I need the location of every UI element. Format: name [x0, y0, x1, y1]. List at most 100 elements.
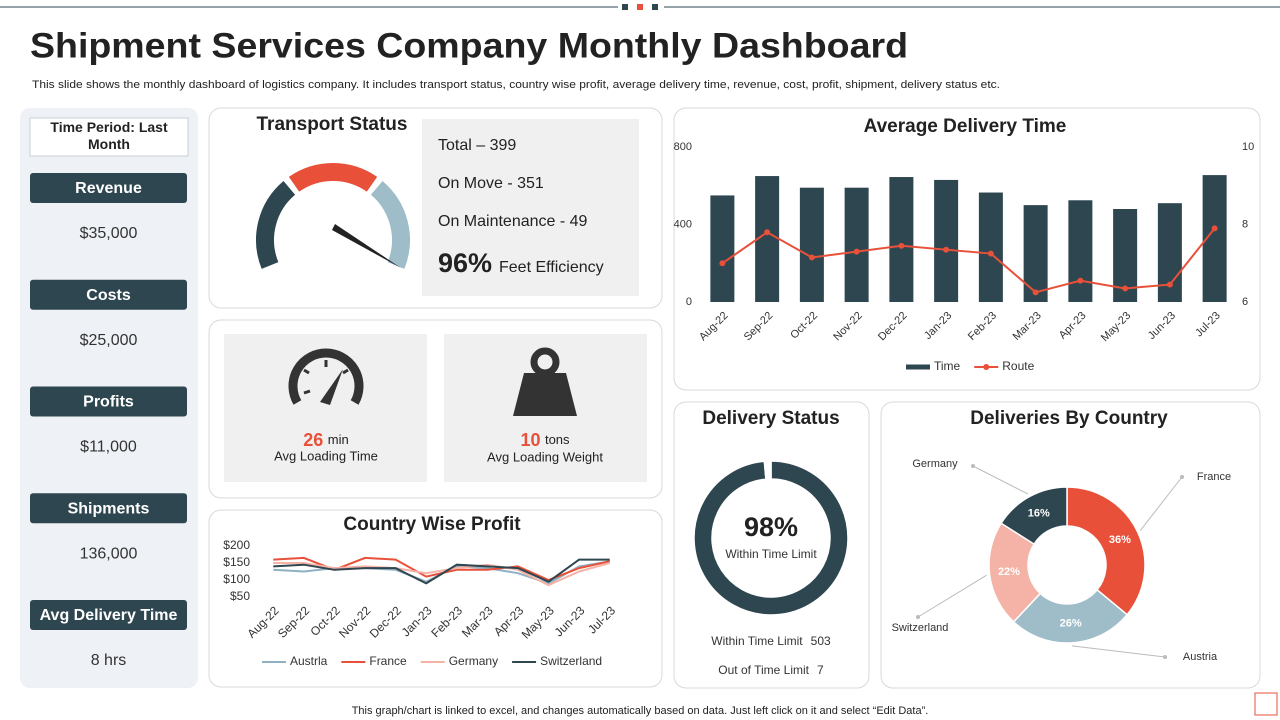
period-holder: Time Period: Last Month — [50, 119, 168, 152]
donut-segment — [1066, 486, 1146, 616]
loading-value: 26 — [303, 430, 323, 450]
y-tick-label: $50 — [230, 589, 250, 603]
marker — [1211, 225, 1218, 232]
y-tick-label: 800 — [674, 141, 692, 153]
marker — [808, 254, 815, 261]
status-value: 7 — [817, 663, 824, 677]
legend-label: Germany — [449, 654, 498, 668]
kpi-label-box — [30, 493, 187, 524]
donut-segment — [1000, 486, 1068, 546]
y-tick-label: 400 — [674, 218, 692, 230]
gauge-arc — [256, 181, 296, 269]
transport-line: Total – 399 — [438, 137, 516, 154]
loading-label: Avg Loading Weight — [487, 449, 603, 464]
profit-panel — [208, 509, 663, 688]
chart-title: Delivery Status — [702, 408, 839, 429]
transport-box — [422, 119, 639, 296]
delivery-time-panel — [673, 107, 1261, 391]
loading-unit: min — [328, 432, 349, 447]
kpi-value: $35,000 — [80, 225, 138, 242]
rule-square — [652, 4, 658, 10]
line — [273, 558, 610, 585]
loading-figure: 10 tons — [520, 430, 570, 450]
status-value: 503 — [811, 634, 831, 648]
legend-marker — [983, 364, 990, 370]
gauge-needle — [332, 224, 401, 268]
bar — [1023, 205, 1048, 302]
speedometer-icon — [288, 348, 364, 405]
marker — [1122, 285, 1129, 292]
page-title: Shipment Services Company Monthly Dashbo… — [30, 26, 908, 65]
kpi-value: $25,000 — [80, 332, 138, 349]
leader-line — [1139, 476, 1183, 531]
marker — [719, 260, 726, 267]
loading-label: Avg Loading Time — [274, 448, 378, 463]
rule-square — [622, 4, 628, 10]
line — [721, 227, 1216, 294]
leader-dot — [916, 615, 920, 619]
delivery-status-panel — [673, 401, 870, 689]
bar — [978, 192, 1003, 302]
leader-line — [917, 574, 987, 618]
bar — [844, 187, 869, 302]
status-row: Within Time Limit 503 — [711, 634, 831, 648]
leader-dot — [1180, 475, 1184, 479]
gauge-arc — [288, 163, 378, 192]
center-caption: Within Time Limit — [725, 547, 817, 561]
bar — [889, 177, 914, 302]
transport-line: On Move - 351 — [438, 175, 544, 192]
donut-segment — [763, 460, 772, 481]
value-label: 16% — [1028, 508, 1050, 520]
kpi-value: 8 hrs — [91, 652, 127, 669]
kpi-label: Shipments — [68, 500, 150, 517]
y2-tick-label: 8 — [1242, 218, 1248, 230]
line — [273, 562, 610, 587]
category-label: Austria — [1183, 651, 1218, 663]
y-tick-label: $200 — [223, 538, 250, 552]
y2-tick-label: 10 — [1242, 141, 1254, 153]
loading-unit: tons — [545, 432, 570, 447]
value-label: 22% — [998, 566, 1020, 578]
kpi-label-box — [30, 386, 187, 417]
status-row: Out of Time Limit 7 — [718, 663, 824, 677]
period-text: Time Period: Last Month — [50, 119, 168, 152]
speedometer-ticks — [303, 360, 349, 395]
corner-box — [1254, 692, 1278, 716]
category-label: Switzerland — [892, 622, 949, 634]
legend-label: France — [369, 654, 407, 668]
kpi-label-box — [30, 173, 187, 203]
donut-segment — [693, 460, 849, 616]
y-tick-label: $150 — [223, 555, 250, 569]
marker — [764, 229, 771, 236]
marker — [987, 250, 994, 257]
legend-label: Time — [934, 359, 961, 373]
loading-value: 10 — [520, 430, 540, 450]
value-label: 26% — [1060, 617, 1082, 629]
rule-square — [637, 4, 643, 10]
value-label: 36% — [1109, 534, 1131, 546]
loading-box — [224, 334, 427, 482]
legend-label: Austrla — [290, 654, 328, 668]
category-label: Germany — [912, 458, 958, 470]
y-tick-label: 0 — [686, 296, 692, 308]
kpi-label-box — [30, 600, 187, 630]
speedometer-needle — [320, 369, 343, 405]
chart-title: Deliveries By Country — [970, 408, 1168, 429]
legend-label: Route — [1002, 359, 1034, 373]
efficiency-value: 96% — [438, 248, 492, 278]
marker — [898, 242, 905, 249]
chart-title: Country Wise Profit — [343, 514, 521, 535]
y-tick-label: $100 — [223, 572, 250, 586]
leader-line — [1072, 645, 1166, 658]
leader-line — [972, 465, 1029, 495]
kpi-value: 136,000 — [80, 545, 138, 562]
bar — [934, 179, 959, 302]
status-label: Out of Time Limit — [718, 663, 809, 677]
bar — [755, 176, 780, 302]
page-subtitle: This slide shows the monthly dashboard o… — [32, 79, 1000, 91]
country-panel — [880, 401, 1261, 689]
kpi-list: Revenue $35,000 Costs $25,000 Profits $11,000… — [30, 173, 187, 669]
center-label: 98% — [744, 512, 798, 542]
donut-segment — [1012, 588, 1129, 644]
